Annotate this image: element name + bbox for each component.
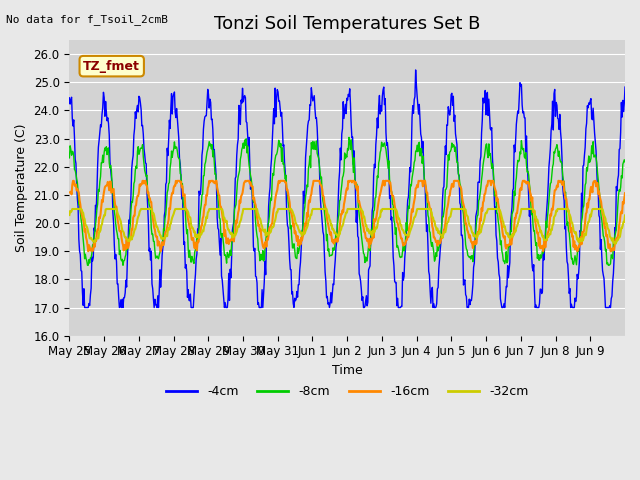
Legend: -4cm, -8cm, -16cm, -32cm: -4cm, -8cm, -16cm, -32cm — [161, 380, 534, 403]
-32cm — [261, 227, 269, 232]
-16cm — [84, 248, 92, 254]
-16cm — [234, 210, 242, 216]
-32cm — [234, 225, 241, 231]
-4cm — [81, 305, 88, 311]
-16cm — [65, 190, 73, 195]
-4cm — [65, 95, 73, 101]
-32cm — [612, 241, 620, 247]
-8cm — [65, 155, 73, 161]
-8cm — [84, 263, 92, 268]
-8cm — [345, 134, 353, 140]
Line: -4cm: -4cm — [69, 70, 625, 308]
-4cm — [405, 180, 413, 186]
-16cm — [262, 239, 269, 245]
Text: TZ_fmet: TZ_fmet — [83, 60, 140, 72]
Y-axis label: Soil Temperature (C): Soil Temperature (C) — [15, 124, 28, 252]
-4cm — [412, 67, 419, 73]
-16cm — [621, 190, 629, 196]
Line: -32cm: -32cm — [69, 209, 625, 244]
-4cm — [131, 109, 139, 115]
X-axis label: Time: Time — [332, 364, 363, 377]
Title: Tonzi Soil Temperatures Set B: Tonzi Soil Temperatures Set B — [214, 15, 481, 33]
-8cm — [437, 231, 445, 237]
-32cm — [436, 232, 444, 238]
-16cm — [437, 237, 445, 243]
-16cm — [283, 187, 291, 192]
-4cm — [621, 84, 629, 90]
-8cm — [282, 172, 290, 178]
-32cm — [405, 232, 413, 238]
-32cm — [282, 206, 290, 212]
-8cm — [261, 246, 269, 252]
-8cm — [621, 159, 629, 165]
-32cm — [68, 206, 76, 212]
Line: -16cm: -16cm — [69, 181, 625, 251]
Text: No data for f_Tsoil_2cmB: No data for f_Tsoil_2cmB — [6, 14, 168, 25]
-4cm — [437, 239, 445, 244]
-4cm — [234, 142, 241, 147]
-16cm — [132, 203, 140, 208]
-8cm — [406, 193, 413, 199]
-8cm — [131, 167, 139, 173]
-32cm — [621, 213, 629, 218]
-32cm — [131, 226, 139, 232]
-16cm — [69, 178, 77, 184]
-4cm — [282, 184, 290, 190]
-32cm — [65, 212, 73, 218]
Line: -8cm: -8cm — [69, 137, 625, 265]
-8cm — [234, 179, 241, 184]
-4cm — [261, 258, 269, 264]
-16cm — [406, 222, 413, 228]
